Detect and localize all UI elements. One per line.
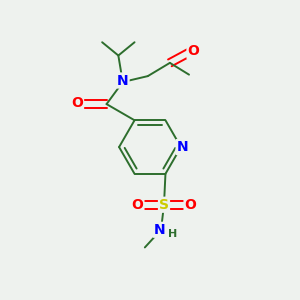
Text: N: N — [117, 74, 129, 88]
Text: O: O — [188, 44, 200, 58]
Text: S: S — [159, 198, 169, 212]
Text: H: H — [168, 229, 178, 239]
Text: N: N — [154, 223, 165, 237]
Text: O: O — [131, 198, 143, 212]
Text: N: N — [177, 140, 188, 154]
Text: O: O — [71, 96, 83, 110]
Text: O: O — [184, 198, 196, 212]
